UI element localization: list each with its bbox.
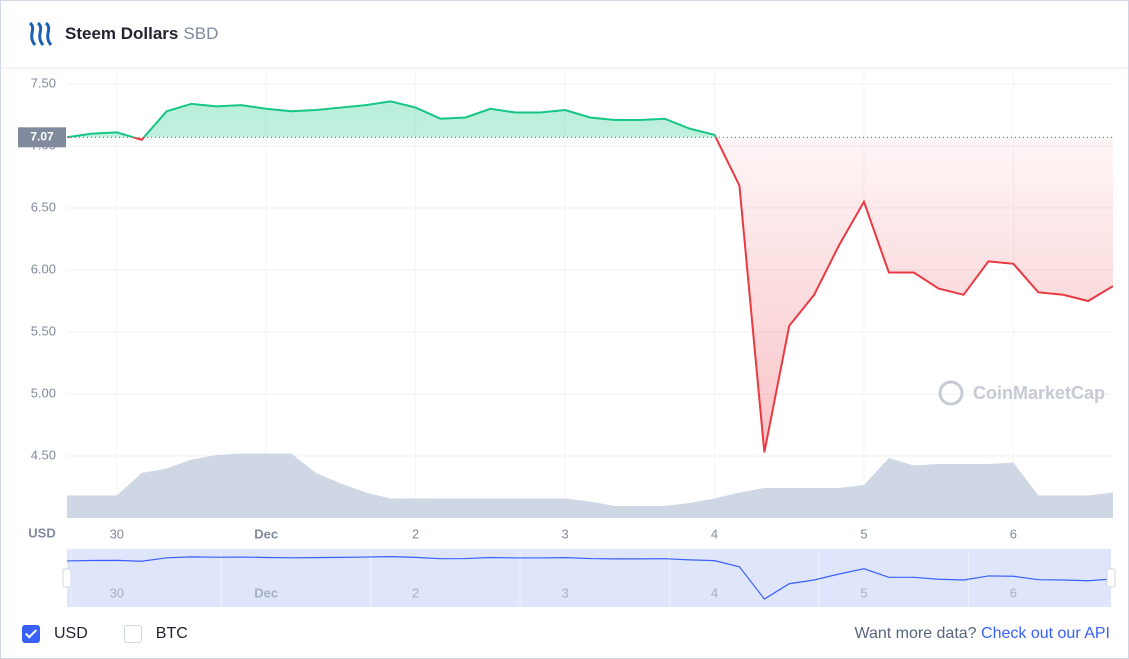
checkbox[interactable]: [123, 625, 142, 643]
api-link[interactable]: Check out our API: [981, 625, 1110, 642]
area-above: [67, 101, 716, 138]
y-tick-label: 6.50: [31, 199, 56, 214]
logo: [28, 21, 53, 46]
api-prompt: Want more data? Check out our API: [854, 625, 1110, 643]
y-tick-label: 6.00: [31, 261, 56, 276]
navigator-tick-label: Dec: [254, 585, 278, 600]
navigator-tick-label: 3: [561, 585, 568, 600]
reference-label: 7.07: [30, 129, 54, 143]
title: Steem Dollars: [65, 24, 179, 43]
reference-badge: [18, 127, 66, 148]
navigator-tick-label: 4: [711, 585, 718, 600]
price-line: [67, 100, 717, 138]
option-label[interactable]: BTC: [155, 625, 188, 642]
header: Steem Dollars SBD: [1, 1, 1128, 68]
navigator-tick-label: 5: [860, 585, 867, 600]
option-label[interactable]: USD: [54, 625, 88, 642]
prompt: Want more data?: [854, 625, 977, 642]
navigator-tick-label: 2: [412, 585, 419, 600]
watermark-logo: [938, 380, 964, 406]
price-line: [67, 137, 1113, 453]
checkbox[interactable]: [22, 625, 40, 643]
area-below: [133, 137, 1113, 453]
x-tick-label: 2: [412, 526, 419, 541]
symbol: SBD: [183, 24, 219, 43]
y-tick-label: 5.50: [31, 323, 56, 338]
navigator-handle[interactable]: [62, 568, 72, 588]
x-tick-label: 5: [860, 526, 867, 541]
x-tick-label: 6: [1010, 526, 1017, 541]
x-tick-label: 4: [711, 526, 718, 541]
y-tick-label: 4.50: [31, 447, 56, 462]
navigator-tick-label: 30: [110, 585, 124, 600]
navigator-handle[interactable]: [1106, 568, 1116, 588]
footer: USD BTC Want more data? Check out our AP…: [1, 617, 1128, 651]
x-tick-label: 30: [110, 526, 124, 541]
y-axis-label: USD: [28, 525, 55, 540]
y-tick-label: 5.00: [31, 385, 56, 400]
x-tick-label: Dec: [254, 526, 278, 541]
watermark: CoinMarketCap: [973, 383, 1105, 403]
navigator-line: [66, 555, 1114, 600]
chart: 4.505.005.506.006.507.007.5030Dec23456US…: [18, 71, 1116, 607]
volume-area: [67, 453, 1113, 518]
x-tick-label: 3: [561, 526, 568, 541]
y-tick-label: 7.50: [31, 75, 56, 90]
navigator-tick-label: 6: [1010, 585, 1017, 600]
